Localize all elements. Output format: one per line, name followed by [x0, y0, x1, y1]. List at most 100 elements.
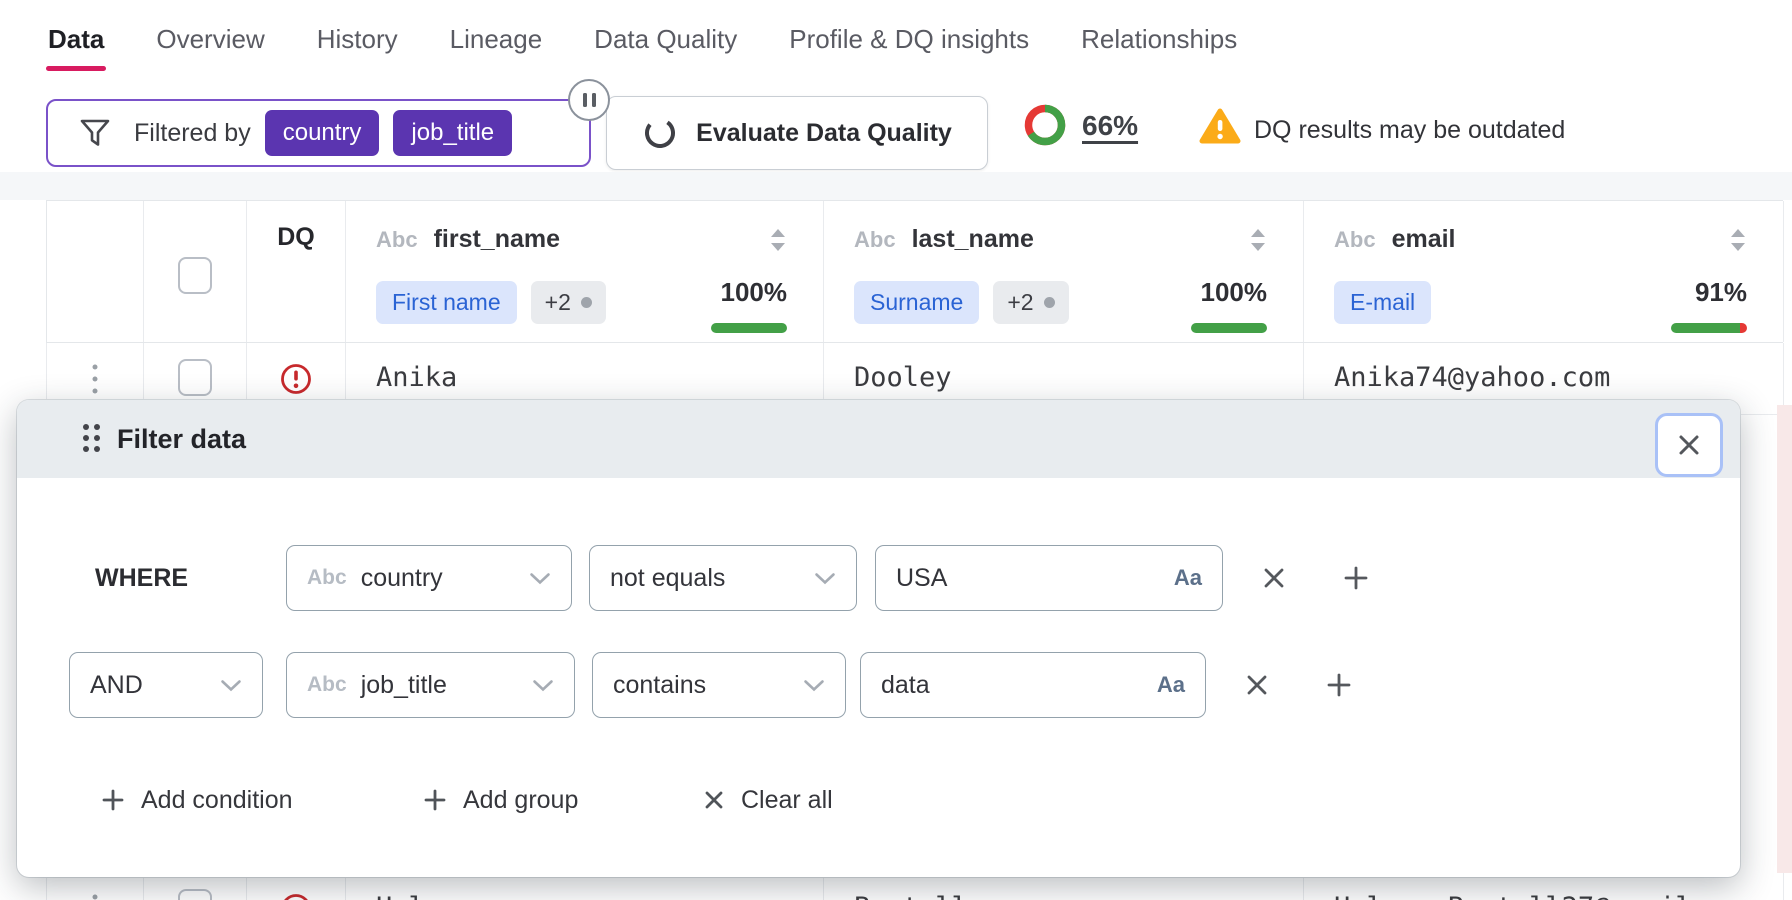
add-condition-inline-button[interactable]: [1323, 669, 1355, 701]
table-top-spacer: [0, 172, 1792, 200]
field-select[interactable]: Abc job_title: [286, 652, 575, 718]
modal-header: Filter data: [17, 400, 1740, 478]
column-header-first-name[interactable]: Abc first_name First name +2 100%: [346, 201, 824, 342]
completeness-bar: [1671, 323, 1747, 333]
dq-header-cell: DQ: [247, 201, 346, 342]
add-condition-inline-button[interactable]: [1340, 562, 1372, 594]
filter-tag-job-title[interactable]: job_title: [393, 110, 513, 156]
table-row: Helena Bartell Helena_Bartell27@gmail.…: [46, 873, 1784, 900]
dq-error-icon[interactable]: [279, 362, 313, 396]
extra-tags-count: +2: [1007, 289, 1034, 315]
remove-condition-button[interactable]: [1241, 669, 1273, 701]
completeness-bar: [1191, 323, 1267, 333]
text-type-icon: Abc: [307, 566, 347, 589]
column-header-email[interactable]: Abc email E-mail 91%: [1304, 201, 1784, 342]
plus-icon: [102, 789, 124, 811]
completeness-bar: [711, 323, 787, 333]
sort-arrows-icon[interactable]: [1249, 227, 1267, 253]
add-group-label: Add group: [463, 785, 579, 814]
filtered-by-box[interactable]: Filtered by country job_title: [46, 99, 591, 167]
dq-score-link[interactable]: 66%: [1082, 110, 1139, 141]
semantic-tag-chip[interactable]: Surname: [854, 281, 980, 324]
column-header-last-name[interactable]: Abc last_name Surname +2 100%: [824, 201, 1304, 342]
cell-first-name: Anika: [376, 362, 458, 393]
row-checkbox[interactable]: [178, 359, 212, 396]
add-group-button[interactable]: Add group: [423, 778, 578, 822]
tab-relationships[interactable]: Relationships: [1081, 24, 1238, 54]
cell-last-name: Bartell: [854, 873, 968, 900]
filter-tag-country[interactable]: country: [264, 110, 380, 156]
cell-last-name: Dooley: [854, 362, 952, 393]
dq-outdated-warning: DQ results may be outdated: [1254, 116, 1566, 144]
cell-first-name: Helena: [376, 873, 474, 900]
pause-filter-button[interactable]: [568, 79, 610, 121]
chevron-down-icon: [815, 572, 835, 584]
select-all-checkbox[interactable]: [178, 257, 212, 294]
row-menu-kebab-icon[interactable]: [92, 364, 98, 393]
filter-condition-row: AND Abc job_title contains data Aa: [17, 652, 1740, 718]
tab-history[interactable]: History: [316, 24, 398, 54]
table-header: DQ Abc first_name First name +2 100% Abc: [46, 200, 1784, 343]
evaluate-data-quality-button[interactable]: Evaluate Data Quality: [606, 96, 988, 170]
value-input-text: data: [881, 670, 930, 699]
field-select[interactable]: Abc country: [286, 545, 572, 611]
row-menu-kebab-icon[interactable]: [92, 894, 98, 900]
operator-select-value: not equals: [610, 563, 726, 592]
case-sensitivity-toggle[interactable]: Aa: [1173, 565, 1202, 590]
connector-label: WHERE: [95, 564, 189, 592]
column-name: email: [1391, 225, 1456, 253]
semantic-tag-chip[interactable]: E-mail: [1334, 281, 1432, 324]
add-condition-button[interactable]: Add condition: [101, 778, 293, 822]
evaluate-button-label: Evaluate Data Quality: [696, 118, 952, 147]
cell-email: Anika74@yahoo.com: [1334, 362, 1611, 393]
column-name: first_name: [433, 225, 561, 253]
text-type-icon: Abc: [1334, 226, 1376, 252]
modal-title: Filter data: [117, 424, 247, 454]
row-handle-header-cell: [47, 201, 144, 342]
case-sensitivity-toggle[interactable]: Aa: [1156, 672, 1185, 697]
chevron-down-icon: [804, 679, 824, 691]
clear-all-label: Clear all: [741, 785, 833, 814]
text-type-icon: Abc: [376, 226, 418, 252]
filter-data-modal: Filter data WHERE Abc country not equals: [17, 400, 1740, 877]
tab-profile-dq-insights[interactable]: Profile & DQ insights: [789, 24, 1030, 54]
add-condition-label: Add condition: [141, 785, 293, 814]
semantic-tag-chip[interactable]: First name: [376, 281, 517, 324]
highlighted-column-sliver: [1777, 405, 1792, 873]
tab-data[interactable]: Data: [46, 14, 107, 71]
tab-overview[interactable]: Overview: [156, 24, 265, 54]
top-tab-bar: Data Overview History Lineage Data Quali…: [46, 14, 1239, 71]
connector-select-value: AND: [90, 670, 143, 699]
plus-icon: [424, 789, 446, 811]
refresh-icon: [645, 117, 676, 148]
remove-condition-button[interactable]: [1258, 562, 1290, 594]
connector-select[interactable]: AND: [69, 652, 263, 718]
chevron-down-icon: [530, 572, 550, 584]
text-type-icon: Abc: [854, 226, 896, 252]
dq-column-header: DQ: [277, 223, 315, 251]
column-name: last_name: [911, 225, 1034, 253]
extra-tags-count: +2: [544, 289, 571, 315]
extra-tags-chip[interactable]: +2: [993, 281, 1069, 324]
value-input[interactable]: USA Aa: [875, 545, 1223, 611]
filtered-by-label: Filtered by: [134, 118, 251, 147]
sort-arrows-icon[interactable]: [769, 227, 787, 253]
tab-data-quality[interactable]: Data Quality: [594, 24, 738, 54]
funnel-icon: [80, 119, 110, 146]
warning-triangle-icon: [1199, 108, 1241, 144]
close-button[interactable]: [1655, 413, 1723, 477]
chevron-down-icon: [221, 679, 241, 691]
tab-lineage[interactable]: Lineage: [449, 24, 543, 54]
operator-select[interactable]: contains: [592, 652, 846, 718]
sort-arrows-icon[interactable]: [1729, 227, 1747, 253]
operator-select[interactable]: not equals: [589, 545, 857, 611]
drag-handle-icon[interactable]: [83, 424, 100, 452]
extra-tags-chip[interactable]: +2: [530, 281, 606, 324]
modal-actions: Add condition Add group Clear all: [17, 778, 1740, 822]
row-checkbox[interactable]: [178, 889, 212, 900]
value-input[interactable]: data Aa: [860, 652, 1206, 718]
clear-all-button[interactable]: Clear all: [703, 778, 833, 822]
value-input-text: USA: [896, 563, 948, 592]
dq-error-icon[interactable]: [279, 892, 313, 900]
